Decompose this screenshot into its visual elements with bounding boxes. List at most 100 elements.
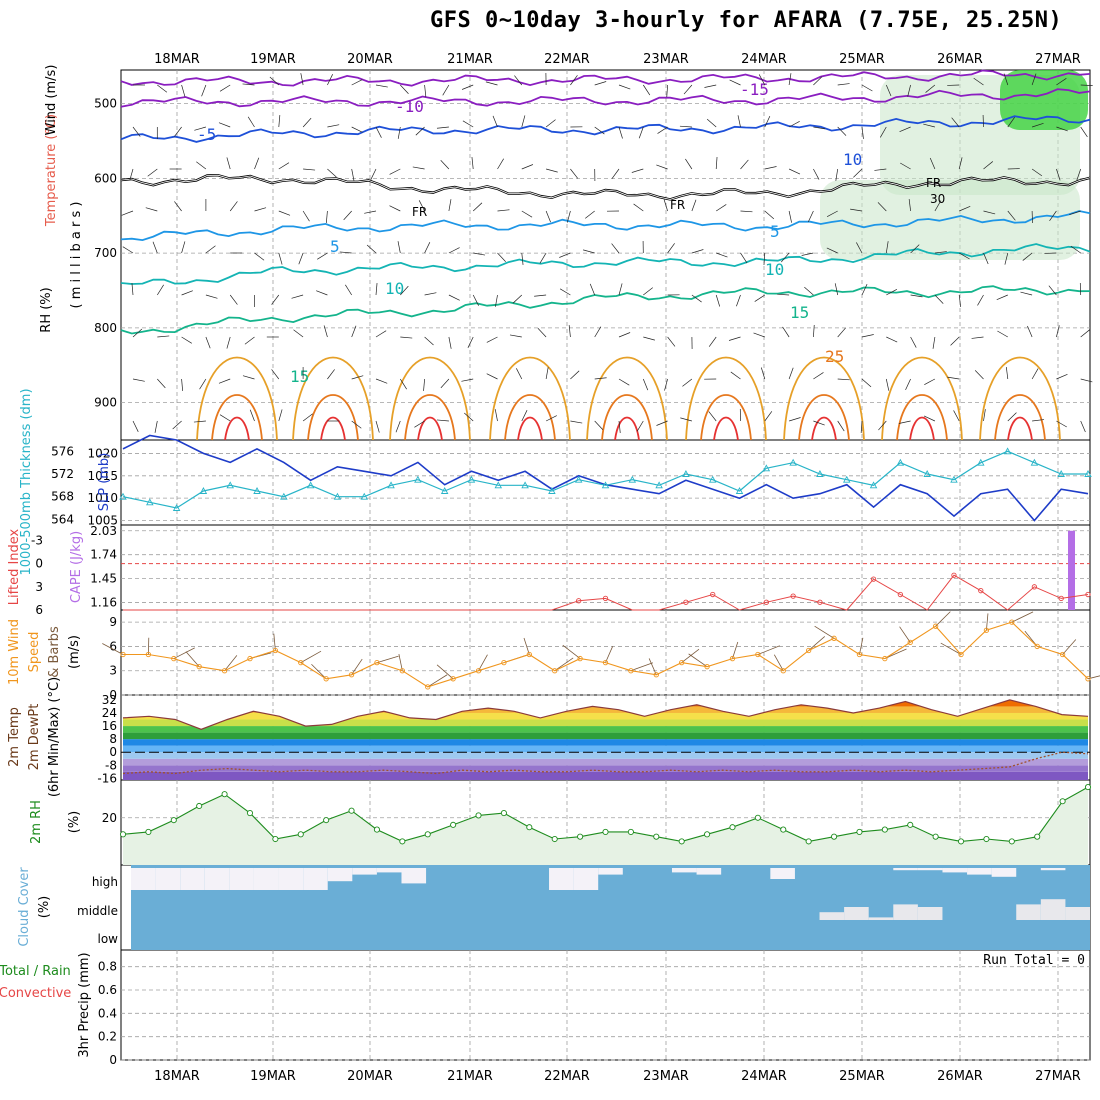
cloud-mid-gap — [868, 917, 894, 920]
wind-barb — [172, 420, 182, 430]
wind-barb — [788, 73, 792, 86]
isotherm-5 — [120, 210, 1091, 242]
rh-point — [119, 831, 127, 838]
wind-barb — [886, 336, 898, 343]
wind-barb — [764, 210, 775, 220]
wind-point — [450, 676, 456, 682]
isotherm-label: 25 — [825, 347, 844, 366]
wind-barb — [618, 283, 623, 296]
precip-tick: 0.4 — [98, 1006, 117, 1020]
wind-barb — [1031, 368, 1039, 380]
wind-barb — [728, 336, 741, 341]
wind-barb — [539, 252, 547, 264]
cloud-high-gap — [1040, 868, 1066, 871]
temp-band — [123, 771, 1088, 780]
cloud-mid-gap — [893, 904, 918, 920]
rh2m-panel: 20 — [102, 784, 1092, 865]
rh-point — [450, 821, 457, 828]
wind-barb-10m — [899, 626, 911, 643]
wind-point — [247, 655, 253, 662]
wind-barb — [157, 84, 168, 93]
isotherm-25-arch — [994, 394, 1046, 441]
slp-axis-label: SLP (mb) — [97, 453, 112, 512]
precip-tick: 0.6 — [98, 983, 117, 997]
isotherm-15 — [120, 285, 1091, 335]
wind-barb — [642, 378, 649, 391]
wind-barb — [464, 412, 474, 422]
wind-point — [958, 651, 964, 658]
wind-barb — [973, 77, 984, 86]
wind-barb — [1076, 168, 1082, 181]
rh-point — [627, 828, 634, 835]
rh-units-label: (%) — [67, 811, 82, 834]
temp-band — [123, 765, 1088, 772]
wind-barb — [947, 376, 960, 380]
pressure-tick: 700 — [94, 246, 117, 260]
dewpt-line — [122, 751, 1089, 775]
wind-barb — [706, 118, 717, 128]
cloud-high-gap — [967, 868, 992, 875]
wind-barb — [777, 293, 790, 296]
cloud-high-gap — [131, 868, 156, 890]
rh-point — [1034, 833, 1041, 840]
wind-barb — [327, 369, 335, 380]
rh-point — [196, 802, 203, 810]
temp-band — [123, 712, 1088, 720]
thickness-axis-label: 1000-500mb Thickness (dm) — [19, 388, 34, 575]
wind-barb — [1027, 325, 1033, 338]
isotherm-fr-core — [120, 174, 1091, 200]
temp-band — [123, 719, 1088, 727]
axis-labels: Temperature (°C)Wind (m/s) RH (%) ( m i l … — [0, 65, 112, 1058]
wind-barb — [497, 252, 506, 263]
wind-tick: 6 — [109, 639, 117, 653]
wind-barb — [1080, 420, 1086, 433]
wind-barb — [1056, 325, 1060, 338]
rh-point — [653, 833, 660, 840]
wind-barb — [293, 329, 304, 338]
wind-barb — [389, 168, 401, 175]
wind-barb — [974, 370, 984, 380]
wind-barb — [345, 284, 352, 296]
isotherm-label: -5 — [197, 125, 216, 144]
wind-barb — [813, 76, 823, 86]
wind-barb — [879, 126, 887, 138]
wind-barb — [400, 378, 407, 390]
wind-barb — [1056, 420, 1067, 428]
rh-point — [526, 824, 533, 831]
wind-barb — [715, 294, 721, 307]
wind-barb-10m — [935, 611, 951, 627]
wind-barb — [400, 84, 409, 95]
wind-barb — [147, 168, 158, 177]
wind-barb — [837, 126, 847, 136]
wind-barb — [181, 84, 186, 97]
wind-barb — [657, 126, 668, 134]
wind-barb — [370, 168, 377, 180]
wind-barb — [910, 244, 920, 254]
wind-barb — [886, 289, 898, 296]
wind-barb — [521, 210, 533, 218]
cloud-high-gap — [278, 868, 304, 890]
wind-barb — [736, 294, 741, 307]
wind-barb — [247, 116, 255, 128]
wind-barb — [908, 199, 911, 212]
wind-point — [932, 623, 939, 629]
rh-tick: 20 — [102, 811, 117, 825]
wind-barb — [566, 210, 571, 223]
wind-barb — [545, 119, 556, 128]
cloud-mid-gap — [844, 907, 869, 920]
wind-barb — [594, 326, 602, 338]
wind-barb — [611, 168, 620, 179]
wind-barb — [951, 117, 960, 128]
rh-point — [704, 831, 711, 838]
wind-barb — [181, 336, 192, 344]
isotherm-30-arch — [417, 416, 443, 441]
wind-barb — [351, 325, 357, 338]
wind-barb — [923, 415, 936, 422]
temp-tick: 8 — [109, 732, 117, 746]
wind-barb — [618, 420, 621, 433]
wind-barb — [861, 84, 873, 92]
temp-tick: -16 — [97, 771, 117, 785]
rh-point — [729, 824, 736, 831]
wind-barb — [934, 200, 942, 212]
wind-barb — [440, 378, 450, 389]
